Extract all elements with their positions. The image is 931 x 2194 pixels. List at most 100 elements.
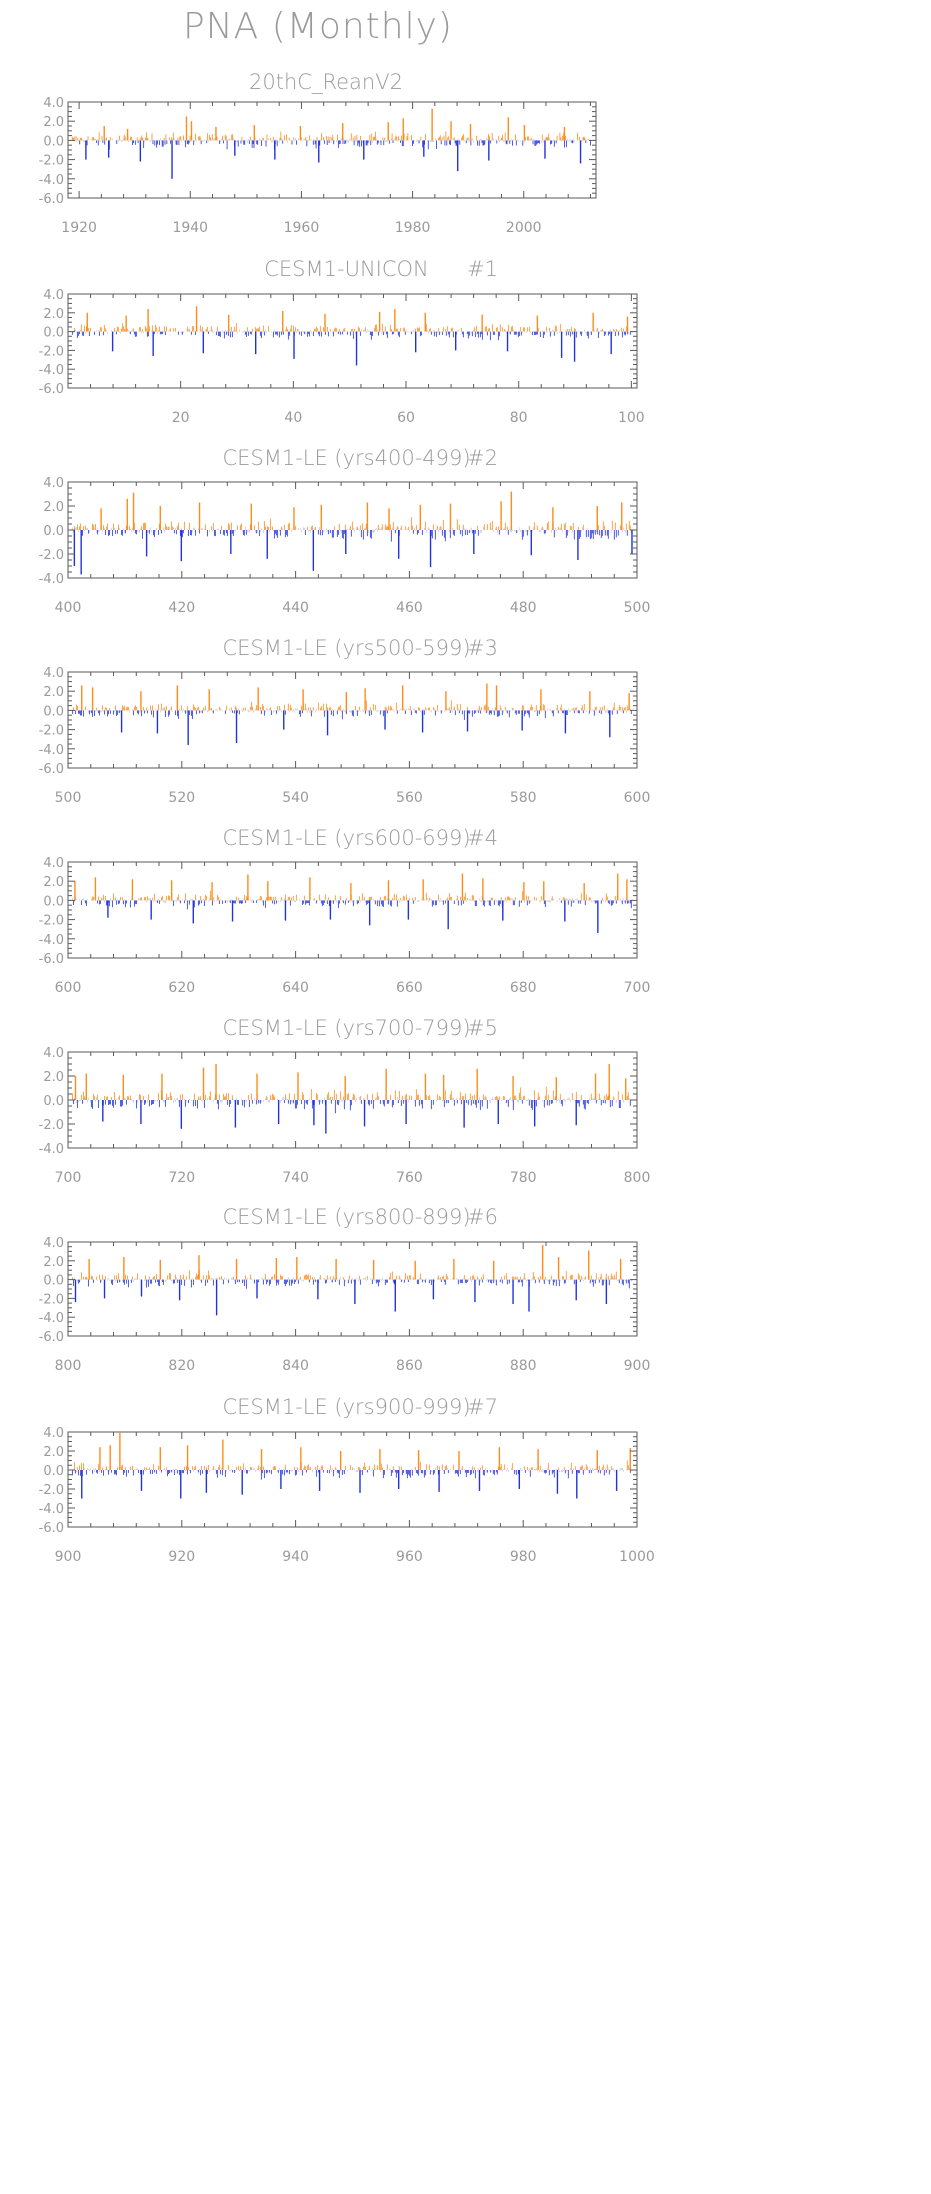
noise-bar — [272, 331, 274, 338]
noise-bar — [289, 328, 291, 332]
y-tick-label: 4.0 — [43, 666, 64, 681]
noise-bar — [287, 897, 289, 901]
noise-bar — [96, 1279, 98, 1281]
noise-bar — [202, 1275, 204, 1280]
noise-bar — [626, 705, 628, 711]
noise-bar — [226, 140, 228, 150]
noise-bar — [153, 893, 155, 901]
noise-bar — [263, 140, 265, 142]
noise-bar — [502, 1096, 504, 1100]
noise-bar — [404, 526, 406, 530]
noise-bar — [78, 331, 80, 335]
noise-bar — [296, 899, 298, 901]
plot-frame — [67, 671, 638, 769]
noise-bar — [116, 326, 118, 332]
noise-bar — [151, 1278, 153, 1280]
noise-bar — [268, 1470, 270, 1473]
noise-bar — [93, 1470, 95, 1473]
noise-bar — [175, 900, 177, 902]
noise-bar — [304, 703, 306, 711]
noise-bar — [233, 710, 235, 714]
noise-bar — [338, 140, 340, 145]
noise-bar — [582, 524, 584, 530]
noise-bar — [108, 530, 110, 536]
noise-bar — [497, 331, 499, 341]
noise-bar — [555, 1279, 557, 1287]
noise-bar — [223, 331, 225, 339]
noise-bar — [389, 900, 391, 906]
noise-bar — [533, 1468, 535, 1470]
noise-bar — [357, 326, 359, 332]
noise-bar — [371, 331, 373, 337]
noise-bar — [446, 1100, 448, 1103]
data-bar — [414, 1260, 416, 1280]
noise-bar — [505, 331, 507, 333]
data-bar — [387, 122, 389, 141]
noise-bar — [391, 133, 393, 141]
noise-bar — [398, 136, 399, 141]
noise-bar — [150, 330, 152, 332]
noise-bar — [206, 530, 208, 537]
noise-bar — [390, 329, 392, 332]
noise-bar — [556, 900, 558, 902]
data-bar — [147, 309, 149, 332]
noise-bar — [367, 1468, 369, 1470]
noise-bar — [78, 1279, 80, 1283]
y-tick-label: -2.0 — [39, 724, 64, 739]
noise-bar — [527, 896, 529, 901]
noise-bar — [91, 1276, 93, 1280]
noise-bar — [363, 1462, 365, 1470]
noise-bar — [355, 1097, 357, 1100]
data-bar — [159, 506, 161, 530]
noise-bar — [136, 530, 138, 532]
noise-bar — [366, 900, 368, 905]
noise-bar — [408, 1275, 410, 1280]
noise-bar — [429, 1470, 431, 1475]
noise-bar — [594, 1468, 596, 1470]
data-bar — [222, 1439, 224, 1470]
noise-bar — [425, 708, 427, 711]
noise-bar — [627, 1279, 629, 1284]
noise-bar — [171, 900, 173, 902]
noise-bar — [446, 326, 448, 332]
noise-bar — [295, 138, 297, 141]
noise-bar — [97, 330, 99, 332]
noise-bar — [138, 138, 140, 141]
data-bar — [449, 503, 452, 530]
noise-bar — [519, 530, 521, 533]
noise-bar — [256, 530, 258, 533]
noise-bar — [462, 331, 464, 338]
noise-bar — [129, 1466, 131, 1470]
noise-bar — [534, 140, 536, 146]
noise-bar — [520, 331, 522, 336]
noise-bar — [213, 530, 215, 536]
noise-bar — [88, 530, 90, 533]
noise-bar — [206, 1097, 208, 1100]
noise-bar — [304, 331, 306, 334]
noise-bar — [434, 530, 436, 540]
noise-bar — [540, 710, 542, 712]
noise-bar — [389, 705, 391, 711]
noise-bar — [126, 328, 128, 332]
noise-bar — [552, 710, 554, 717]
noise-bar — [101, 530, 103, 532]
noise-bar — [98, 1100, 100, 1102]
noise-bar — [529, 138, 531, 141]
noise-bar — [598, 710, 600, 713]
noise-bar — [555, 140, 557, 144]
noise-bar — [615, 530, 617, 538]
x-tick-label: 100 — [618, 410, 645, 426]
data-bar — [176, 685, 179, 711]
noise-bar — [561, 710, 563, 713]
noise-bar — [539, 331, 541, 338]
noise-bar — [164, 1100, 166, 1107]
noise-bar — [344, 140, 346, 144]
noise-bar — [511, 530, 513, 532]
noise-bar — [257, 328, 259, 332]
x-tick-label: 600 — [55, 980, 82, 996]
noise-bar — [212, 139, 214, 141]
noise-bar — [461, 1096, 463, 1100]
noise-bar — [408, 897, 410, 901]
noise-bar — [121, 1464, 123, 1470]
noise-bar — [317, 530, 319, 535]
